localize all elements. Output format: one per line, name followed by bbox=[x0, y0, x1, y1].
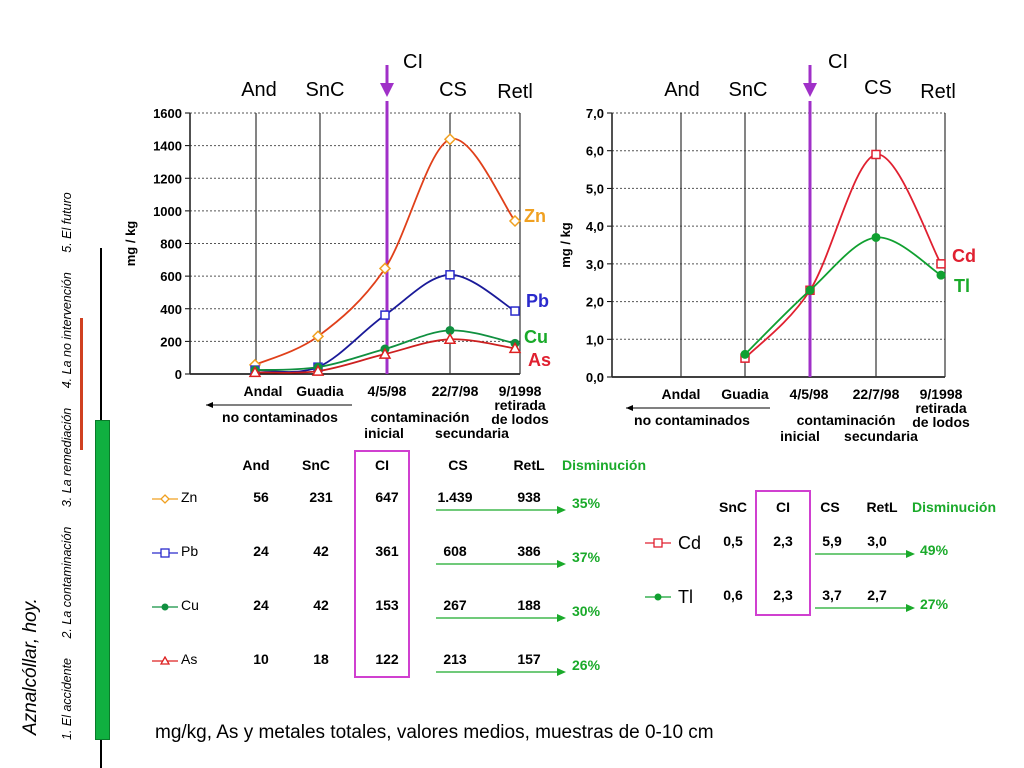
chart2-top-label-snc: SnC bbox=[729, 79, 768, 101]
chart2-series-tl-point bbox=[805, 285, 815, 295]
chart2-y-tick-label: 1,0 bbox=[586, 332, 604, 347]
chart1-group-no-contaminados: no contaminados bbox=[222, 409, 338, 425]
chart1-y-tick-label: 800 bbox=[160, 237, 182, 252]
chart1-x-tick-label: 22/7/98 bbox=[432, 383, 479, 399]
chart2-y-tick-label: 5,0 bbox=[586, 181, 604, 196]
chart2-series-cd-point bbox=[871, 149, 881, 160]
chart1-series-zn-line bbox=[254, 138, 516, 366]
chart2-series-tl-point bbox=[936, 270, 946, 280]
chart1-x-sub-label: retirada bbox=[494, 397, 546, 413]
chart1-x-tick-label: Andal bbox=[244, 383, 283, 399]
chart2-top-label-retl: Retl bbox=[920, 81, 956, 103]
nav-bar-red bbox=[80, 318, 83, 450]
chart2-group-contaminacion: contaminación bbox=[797, 412, 896, 428]
chart2-series-cd-line bbox=[744, 153, 942, 359]
chart2-top-label-ci: CI bbox=[828, 51, 848, 73]
chart2-y-tick-label: 0,0 bbox=[586, 370, 604, 385]
chart1-top-label-snc: SnC bbox=[306, 79, 345, 101]
chart1-ci-arrow-head bbox=[380, 83, 394, 97]
chart2-x-tick-label: Andal bbox=[662, 386, 701, 402]
chart1-top-label-ci: CI bbox=[403, 51, 423, 73]
chart1-y-tick-label: 200 bbox=[160, 334, 182, 349]
chart1-series-label-pb: Pb bbox=[526, 291, 549, 311]
chart1-no-contaminados-arrowhead bbox=[206, 402, 213, 408]
chart1-group-secundaria: secundaria bbox=[435, 425, 509, 441]
chart1-series-label-cu: Cu bbox=[524, 327, 548, 347]
chart2-ci-arrow-head bbox=[803, 83, 817, 97]
chart1-series-as-point bbox=[311, 364, 325, 376]
chart2-series-tl-point bbox=[740, 349, 750, 359]
chart2-x-tick-label: Guadia bbox=[721, 386, 769, 402]
chart2-x-tick-label: 9/1998 bbox=[920, 386, 963, 402]
chart2-top-label-and: And bbox=[664, 79, 700, 101]
chart1-y-tick-label: 400 bbox=[160, 302, 182, 317]
chart2-series-label-cd: Cd bbox=[952, 246, 976, 266]
chart1-series-as-point bbox=[508, 341, 522, 354]
chart2-x-sub-label: de lodos bbox=[912, 414, 970, 430]
chart1-series-pb-point bbox=[445, 270, 455, 280]
chart2-y-tick-label: 3,0 bbox=[586, 257, 604, 272]
chart1-series-as-point bbox=[378, 347, 392, 359]
chart1-series-zn-point bbox=[311, 330, 325, 343]
chart1-series-zn-point bbox=[443, 133, 457, 146]
chart1-y-tick-label: 1000 bbox=[153, 204, 182, 219]
chart2-x-tick-label: 22/7/98 bbox=[853, 386, 900, 402]
chart1-y-tick-label: 600 bbox=[160, 269, 182, 284]
chart1-series-label-as: As bbox=[528, 350, 551, 370]
chart1-top-label-retl: Retl bbox=[497, 81, 533, 103]
chart2-x-sub-label: retirada bbox=[915, 400, 967, 416]
chart2-group-inicial: inicial bbox=[780, 428, 820, 444]
chart2-series-tl-line bbox=[744, 236, 942, 356]
chart2-series-label-tl: Tl bbox=[954, 276, 970, 296]
chart2-group-secundaria: secundaria bbox=[844, 428, 918, 444]
chart1-top-label-cs: CS bbox=[439, 79, 467, 101]
chart2-y-tick-label: 6,0 bbox=[586, 144, 604, 159]
chart2-x-tick-label: 4/5/98 bbox=[790, 386, 829, 402]
chart1-series-pb-point bbox=[510, 306, 520, 316]
caption: mg/kg, As y metales totales, valores med… bbox=[155, 722, 714, 743]
chart1-x-tick-label: Guadia bbox=[296, 383, 344, 399]
chart1-y-tick-label: 0 bbox=[175, 367, 182, 382]
chart1-series-as-point bbox=[443, 332, 457, 345]
chart1-series-pb-point bbox=[380, 310, 390, 320]
chart1-group-contaminacion: contaminación bbox=[371, 409, 470, 425]
chart1-group-inicial: inicial bbox=[364, 425, 404, 441]
chart1-x-sub-label: de lodos bbox=[491, 411, 549, 427]
chart1-y-tick-label: 1600 bbox=[153, 106, 182, 121]
nav-bar-green bbox=[95, 420, 110, 740]
chart2-y-tick-label: 7,0 bbox=[586, 106, 604, 121]
chart1-y-axis-label: mg / kg bbox=[123, 221, 138, 267]
chart2-group-no-contaminados: no contaminados bbox=[634, 412, 750, 428]
chart1-x-tick-label: 9/1998 bbox=[499, 383, 542, 399]
chart1-series-as-point bbox=[248, 365, 262, 378]
chart1-y-tick-label: 1400 bbox=[153, 139, 182, 154]
chart1-series-zn-point bbox=[378, 262, 392, 275]
chart2-y-tick-label: 2,0 bbox=[586, 295, 604, 310]
chart2-y-tick-label: 4,0 bbox=[586, 219, 604, 234]
chart2-no-contaminados-arrowhead bbox=[626, 405, 633, 411]
chart1-top-label-and: And bbox=[241, 79, 277, 101]
chart2-series-tl-point bbox=[871, 232, 881, 242]
chart2-top-label-cs: CS bbox=[864, 77, 892, 99]
chart1-series-label-zn: Zn bbox=[524, 206, 546, 226]
chart2-y-axis-label: mg / kg bbox=[558, 222, 573, 268]
chart1-series-zn-point bbox=[508, 214, 522, 228]
chart1-x-tick-label: 4/5/98 bbox=[368, 383, 407, 399]
chart2-series-cd-point bbox=[936, 259, 946, 269]
chart1-y-tick-label: 1200 bbox=[153, 171, 182, 186]
